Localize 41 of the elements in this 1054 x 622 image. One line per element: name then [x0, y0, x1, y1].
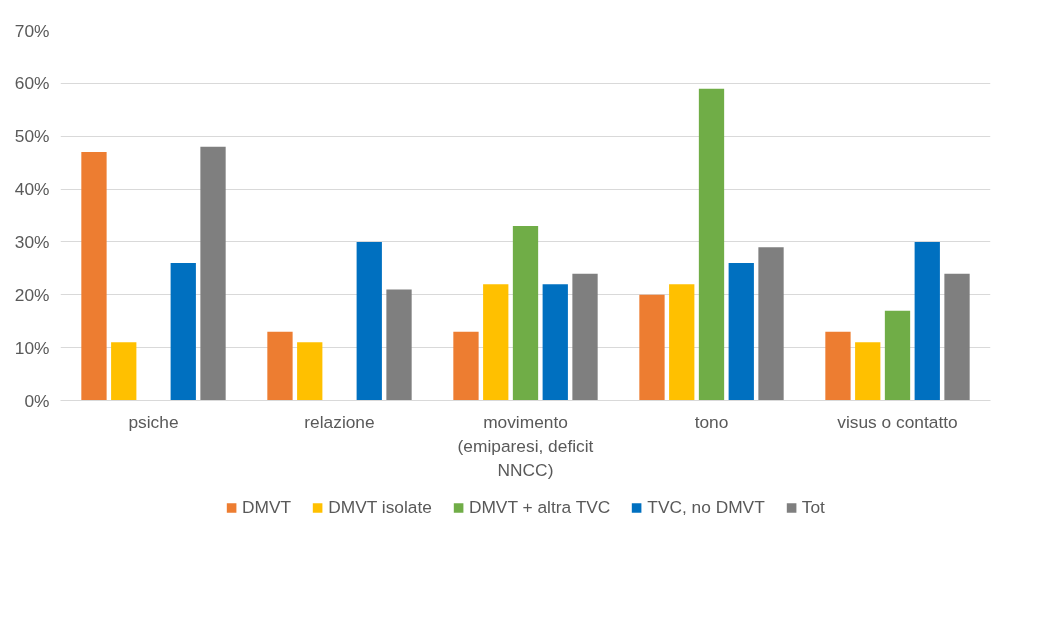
bar [483, 284, 509, 401]
bar [572, 273, 598, 401]
bar [297, 342, 323, 401]
bar [386, 289, 412, 401]
bar [200, 146, 226, 401]
legend-label: DMVT [242, 496, 292, 518]
bar [267, 331, 293, 401]
bar [81, 152, 107, 401]
y-tick-label: 20% [14, 284, 50, 305]
legend-label: DMVT + altra TVC [468, 496, 611, 518]
x-tick-label: relazione [304, 411, 375, 432]
x-tick-label: psiche [128, 411, 179, 432]
bar [512, 226, 539, 401]
bar [855, 342, 881, 401]
bar [825, 331, 851, 401]
y-tick-label: 10% [14, 337, 50, 358]
bar [542, 284, 568, 401]
x-tick-label: tono [694, 411, 729, 432]
bar [639, 294, 665, 401]
y-tick-label: 60% [14, 73, 50, 94]
legend-label: DMVT isolate [328, 496, 432, 518]
y-tick-label: 40% [14, 179, 50, 200]
y-tick-label: 0% [24, 390, 50, 411]
x-tick-label: visus o contatto [837, 411, 958, 432]
bar [170, 263, 196, 401]
bar [884, 310, 911, 401]
bar [758, 247, 784, 401]
legend-label: Tot [801, 496, 825, 518]
bar [914, 241, 940, 401]
x-tick-label: movimento (emiparesi, deficit NNCC) [457, 411, 594, 480]
y-tick-label: 30% [14, 231, 50, 252]
bar [453, 331, 479, 401]
bar [669, 284, 695, 401]
bar [698, 88, 725, 401]
legend-label: TVC, no DMVT [647, 496, 765, 518]
bar [944, 273, 970, 401]
y-tick-label: 50% [14, 126, 50, 147]
bar [728, 263, 754, 401]
bar [356, 241, 382, 401]
bar [111, 342, 137, 401]
y-tick-label: 70% [14, 20, 50, 41]
